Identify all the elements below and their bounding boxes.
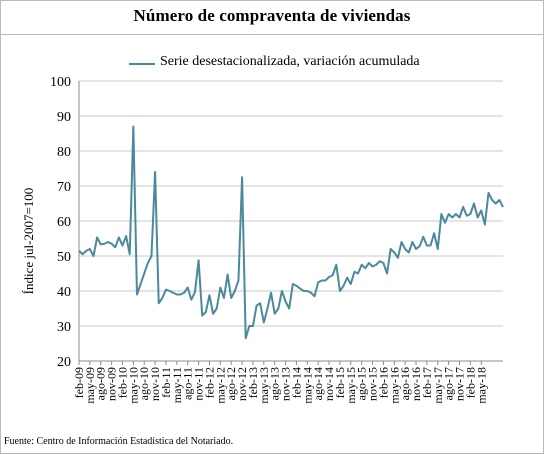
title-divider bbox=[0, 34, 544, 35]
x-tick-label: ago-10 bbox=[137, 367, 151, 400]
y-tick-label: 60 bbox=[57, 215, 71, 230]
x-tick-label: nov-16 bbox=[409, 367, 423, 401]
x-tick-label: may-15 bbox=[344, 367, 358, 404]
y-axis-title: Índice jul-2007=100 bbox=[21, 188, 36, 295]
y-tick-label: 90 bbox=[57, 110, 71, 125]
x-tick-label: may-14 bbox=[300, 367, 314, 404]
chart-legend: Serie desestacionalizada, variación acum… bbox=[0, 54, 544, 74]
x-tick-label: feb-15 bbox=[333, 367, 347, 398]
x-tick-label: feb-10 bbox=[115, 367, 129, 398]
x-tick-label: nov-13 bbox=[279, 367, 293, 401]
series-line bbox=[78, 125, 504, 340]
x-tick-label: feb-11 bbox=[159, 367, 173, 398]
x-tick-label: ago-15 bbox=[355, 367, 369, 400]
x-tick-label: feb-14 bbox=[289, 367, 303, 398]
x-tick-label: ago-11 bbox=[181, 367, 195, 400]
x-tick-label: ago-16 bbox=[398, 367, 412, 400]
y-tick-label: 100 bbox=[50, 75, 71, 90]
x-tick-label: feb-18 bbox=[463, 367, 477, 398]
x-tick-label: may-09 bbox=[83, 367, 97, 404]
legend-label: Serie desestacionalizada, variación acum… bbox=[160, 54, 420, 69]
x-tick-label: nov-17 bbox=[453, 367, 467, 401]
x-tick-label: feb-17 bbox=[420, 367, 434, 398]
chart-title: Número de compraventa de viviendas bbox=[133, 6, 411, 25]
x-tick-label: ago-12 bbox=[224, 367, 238, 400]
x-tick-label: feb-12 bbox=[202, 367, 216, 398]
x-tick-label: ago-09 bbox=[94, 367, 108, 400]
x-tick-label: nov-15 bbox=[366, 367, 380, 401]
x-tick-label: nov-09 bbox=[105, 367, 119, 401]
x-tick-label: may-16 bbox=[387, 367, 401, 404]
y-tick-label: 80 bbox=[57, 145, 71, 160]
x-tick-label: nov-11 bbox=[192, 367, 206, 401]
y-tick-label: 20 bbox=[57, 355, 71, 370]
x-tick-label: may-13 bbox=[257, 367, 271, 404]
x-tick-label: ago-17 bbox=[442, 367, 456, 400]
x-tick-label: may-17 bbox=[431, 367, 445, 404]
x-tick-label: ago-14 bbox=[311, 367, 325, 400]
x-tick-label: may-11 bbox=[170, 367, 184, 403]
x-tick-label: may-12 bbox=[213, 367, 227, 404]
x-tick-label: nov-14 bbox=[322, 367, 336, 401]
x-tick-label: ago-13 bbox=[268, 367, 282, 400]
x-tick-label: feb-09 bbox=[72, 367, 86, 398]
x-tick-label: feb-16 bbox=[376, 367, 390, 398]
x-tick-label: may-10 bbox=[126, 367, 140, 404]
source-note: Fuente: Centro de Información Estadístic… bbox=[4, 436, 234, 447]
x-tick-label: nov-10 bbox=[148, 367, 162, 401]
legend-swatch bbox=[129, 63, 155, 65]
x-tick-label: feb-13 bbox=[246, 367, 260, 398]
x-tick-label: nov-12 bbox=[235, 367, 249, 401]
y-tick-label: 70 bbox=[57, 180, 71, 195]
y-tick-label: 50 bbox=[57, 250, 71, 265]
x-tick-label: may-18 bbox=[474, 367, 488, 404]
y-tick-label: 40 bbox=[57, 285, 71, 300]
y-tick-label: 30 bbox=[57, 320, 71, 335]
